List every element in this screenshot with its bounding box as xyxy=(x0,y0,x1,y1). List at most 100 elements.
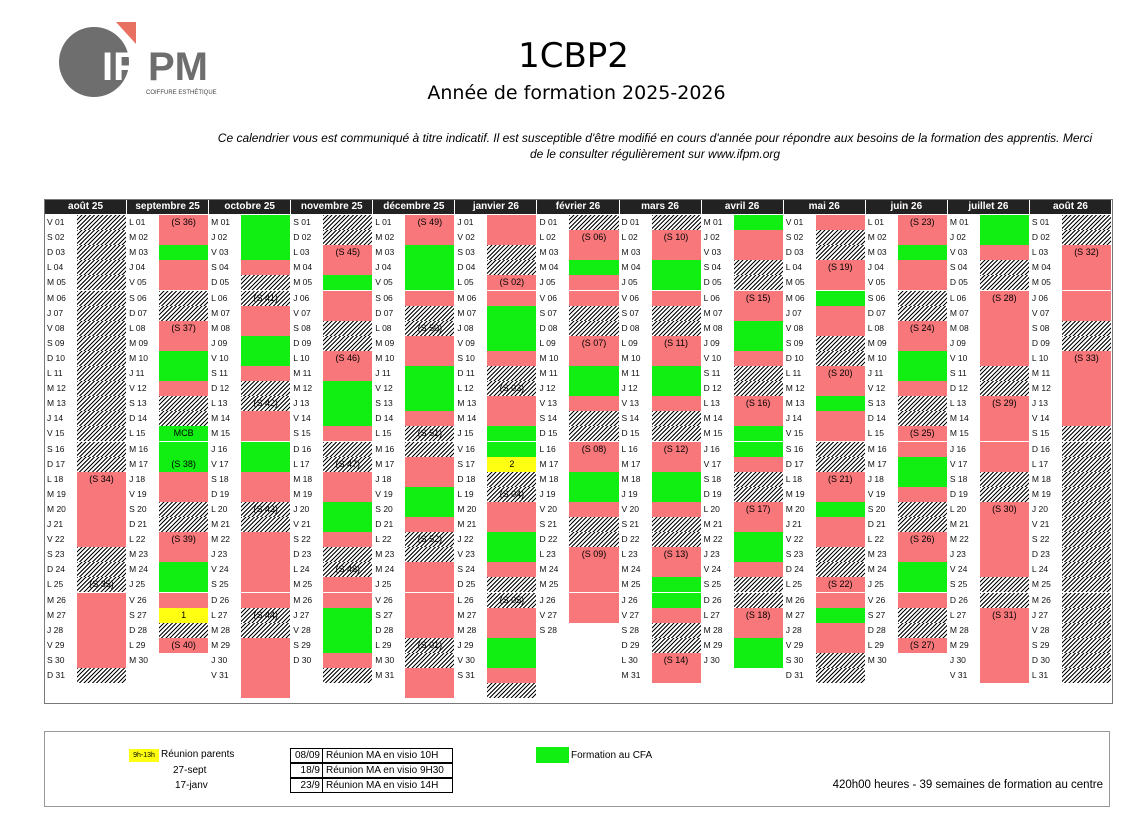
day-status xyxy=(241,471,291,487)
day-status xyxy=(405,592,455,608)
day-status xyxy=(405,260,455,276)
day-status xyxy=(487,350,537,366)
calendar-day: M 07 xyxy=(457,307,477,318)
day-status xyxy=(159,290,209,306)
day-status xyxy=(241,577,291,593)
day-status xyxy=(323,683,373,699)
day-status: (S 01) xyxy=(405,637,455,653)
day-status xyxy=(487,426,537,442)
calendar-day: J 26 xyxy=(621,594,638,605)
calendar-day: D 12 xyxy=(211,383,230,394)
day-status xyxy=(815,622,865,638)
calendar-day: V 13 xyxy=(539,398,557,409)
day-status xyxy=(815,592,865,608)
day-status xyxy=(159,396,209,412)
meeting-text: Réunion MA en visio 9H30 xyxy=(326,765,444,776)
calendar-day: J 25 xyxy=(129,579,146,590)
calendar-day: M 08 xyxy=(703,322,723,333)
calendar-day: M 25 xyxy=(621,579,641,590)
calendar-day: L 04 xyxy=(47,262,64,273)
calendar-day: M 15 xyxy=(949,428,969,439)
calendar-day: L 29 xyxy=(375,639,392,650)
day-status: (S 07) xyxy=(569,335,619,351)
calendar-day: V 15 xyxy=(785,428,804,439)
logo-graphic: IF PM COIFFURE ESTHÉTIQUE xyxy=(59,22,217,97)
calendar-day: M 25 xyxy=(1031,579,1051,590)
meeting-row: 18/9 Réunion MA en visio 9H30 xyxy=(290,763,453,778)
calendar-day: M 07 xyxy=(703,307,723,318)
day-status xyxy=(651,501,701,517)
day-status xyxy=(979,668,1029,684)
day-status xyxy=(651,290,701,306)
calendar-day: M 24 xyxy=(539,564,559,575)
day-status: (S 18) xyxy=(733,607,783,623)
day-status xyxy=(979,426,1029,442)
day-status xyxy=(241,245,291,261)
calendar-day: S 25 xyxy=(211,579,229,590)
calendar-day: M 03 xyxy=(375,247,395,258)
day-status xyxy=(159,486,209,502)
calendar-day: S 21 xyxy=(539,519,557,529)
calendar-day: M 09 xyxy=(129,337,148,348)
calendar-day: M 09 xyxy=(867,337,887,348)
calendar-day: D 05 xyxy=(211,277,230,288)
calendar-day: M 27 xyxy=(47,609,66,620)
day-status xyxy=(651,562,701,578)
day-status xyxy=(569,411,619,427)
calendar-day: L 15 xyxy=(867,428,884,439)
calendar-day: S 15 xyxy=(293,428,311,439)
day-status xyxy=(733,366,783,382)
calendar-day: M 10 xyxy=(129,352,148,363)
month-header: mars 26 xyxy=(619,200,701,214)
day-status xyxy=(241,486,291,502)
day-status xyxy=(241,426,291,442)
day-status xyxy=(815,335,865,351)
day-status xyxy=(159,260,209,276)
calendar-day: S 27 xyxy=(129,609,147,620)
day-status xyxy=(77,456,127,472)
calendar-day: L 18 xyxy=(785,473,802,484)
calendar-day: S 02 xyxy=(47,232,65,243)
calendar-day: M 17 xyxy=(539,458,559,469)
calendar-day: M 08 xyxy=(211,322,231,333)
day-status: (S 12) xyxy=(651,441,701,457)
calendar-day: M 23 xyxy=(867,549,887,560)
calendar-day: L 24 xyxy=(293,564,310,575)
day-status: (S 34) xyxy=(77,471,127,487)
calendar-day: L 29 xyxy=(129,639,146,650)
calendar-day: S 11 xyxy=(703,368,721,378)
day-status xyxy=(979,381,1029,397)
day-status xyxy=(323,320,373,336)
calendar-day: M 06 xyxy=(457,292,477,303)
calendar-day: J 26 xyxy=(539,594,556,605)
calendar-day: L 25 xyxy=(47,579,64,590)
day-status xyxy=(569,577,619,593)
day-status xyxy=(1061,668,1111,684)
day-status xyxy=(159,592,209,608)
day-status xyxy=(323,426,373,442)
day-status xyxy=(323,652,373,668)
calendar-day: V 17 xyxy=(211,458,229,469)
calendar-day: M 13 xyxy=(785,398,805,409)
calendar-day: M 09 xyxy=(375,337,395,348)
calendar-day: S 10 xyxy=(457,352,475,363)
day-status xyxy=(897,456,947,472)
calendar-day: D 17 xyxy=(785,458,804,469)
day-status xyxy=(405,517,455,533)
calendar-day: L 22 xyxy=(375,534,392,545)
calendar-day: L 03 xyxy=(293,247,310,258)
calendar-day xyxy=(373,683,405,698)
day-status xyxy=(979,547,1029,563)
calendar-day: J 16 xyxy=(949,443,966,454)
day-status xyxy=(897,486,947,502)
calendar-day: L 24 xyxy=(1031,564,1049,575)
day-status: (S 26) xyxy=(897,532,947,548)
calendar-day: L 16 xyxy=(539,443,556,454)
day-status xyxy=(405,456,455,472)
day-status xyxy=(979,245,1029,261)
day-status xyxy=(159,335,209,351)
calendar-day: J 14 xyxy=(47,413,64,424)
day-status xyxy=(815,381,865,397)
day-status xyxy=(487,215,537,231)
day-status xyxy=(159,683,209,699)
